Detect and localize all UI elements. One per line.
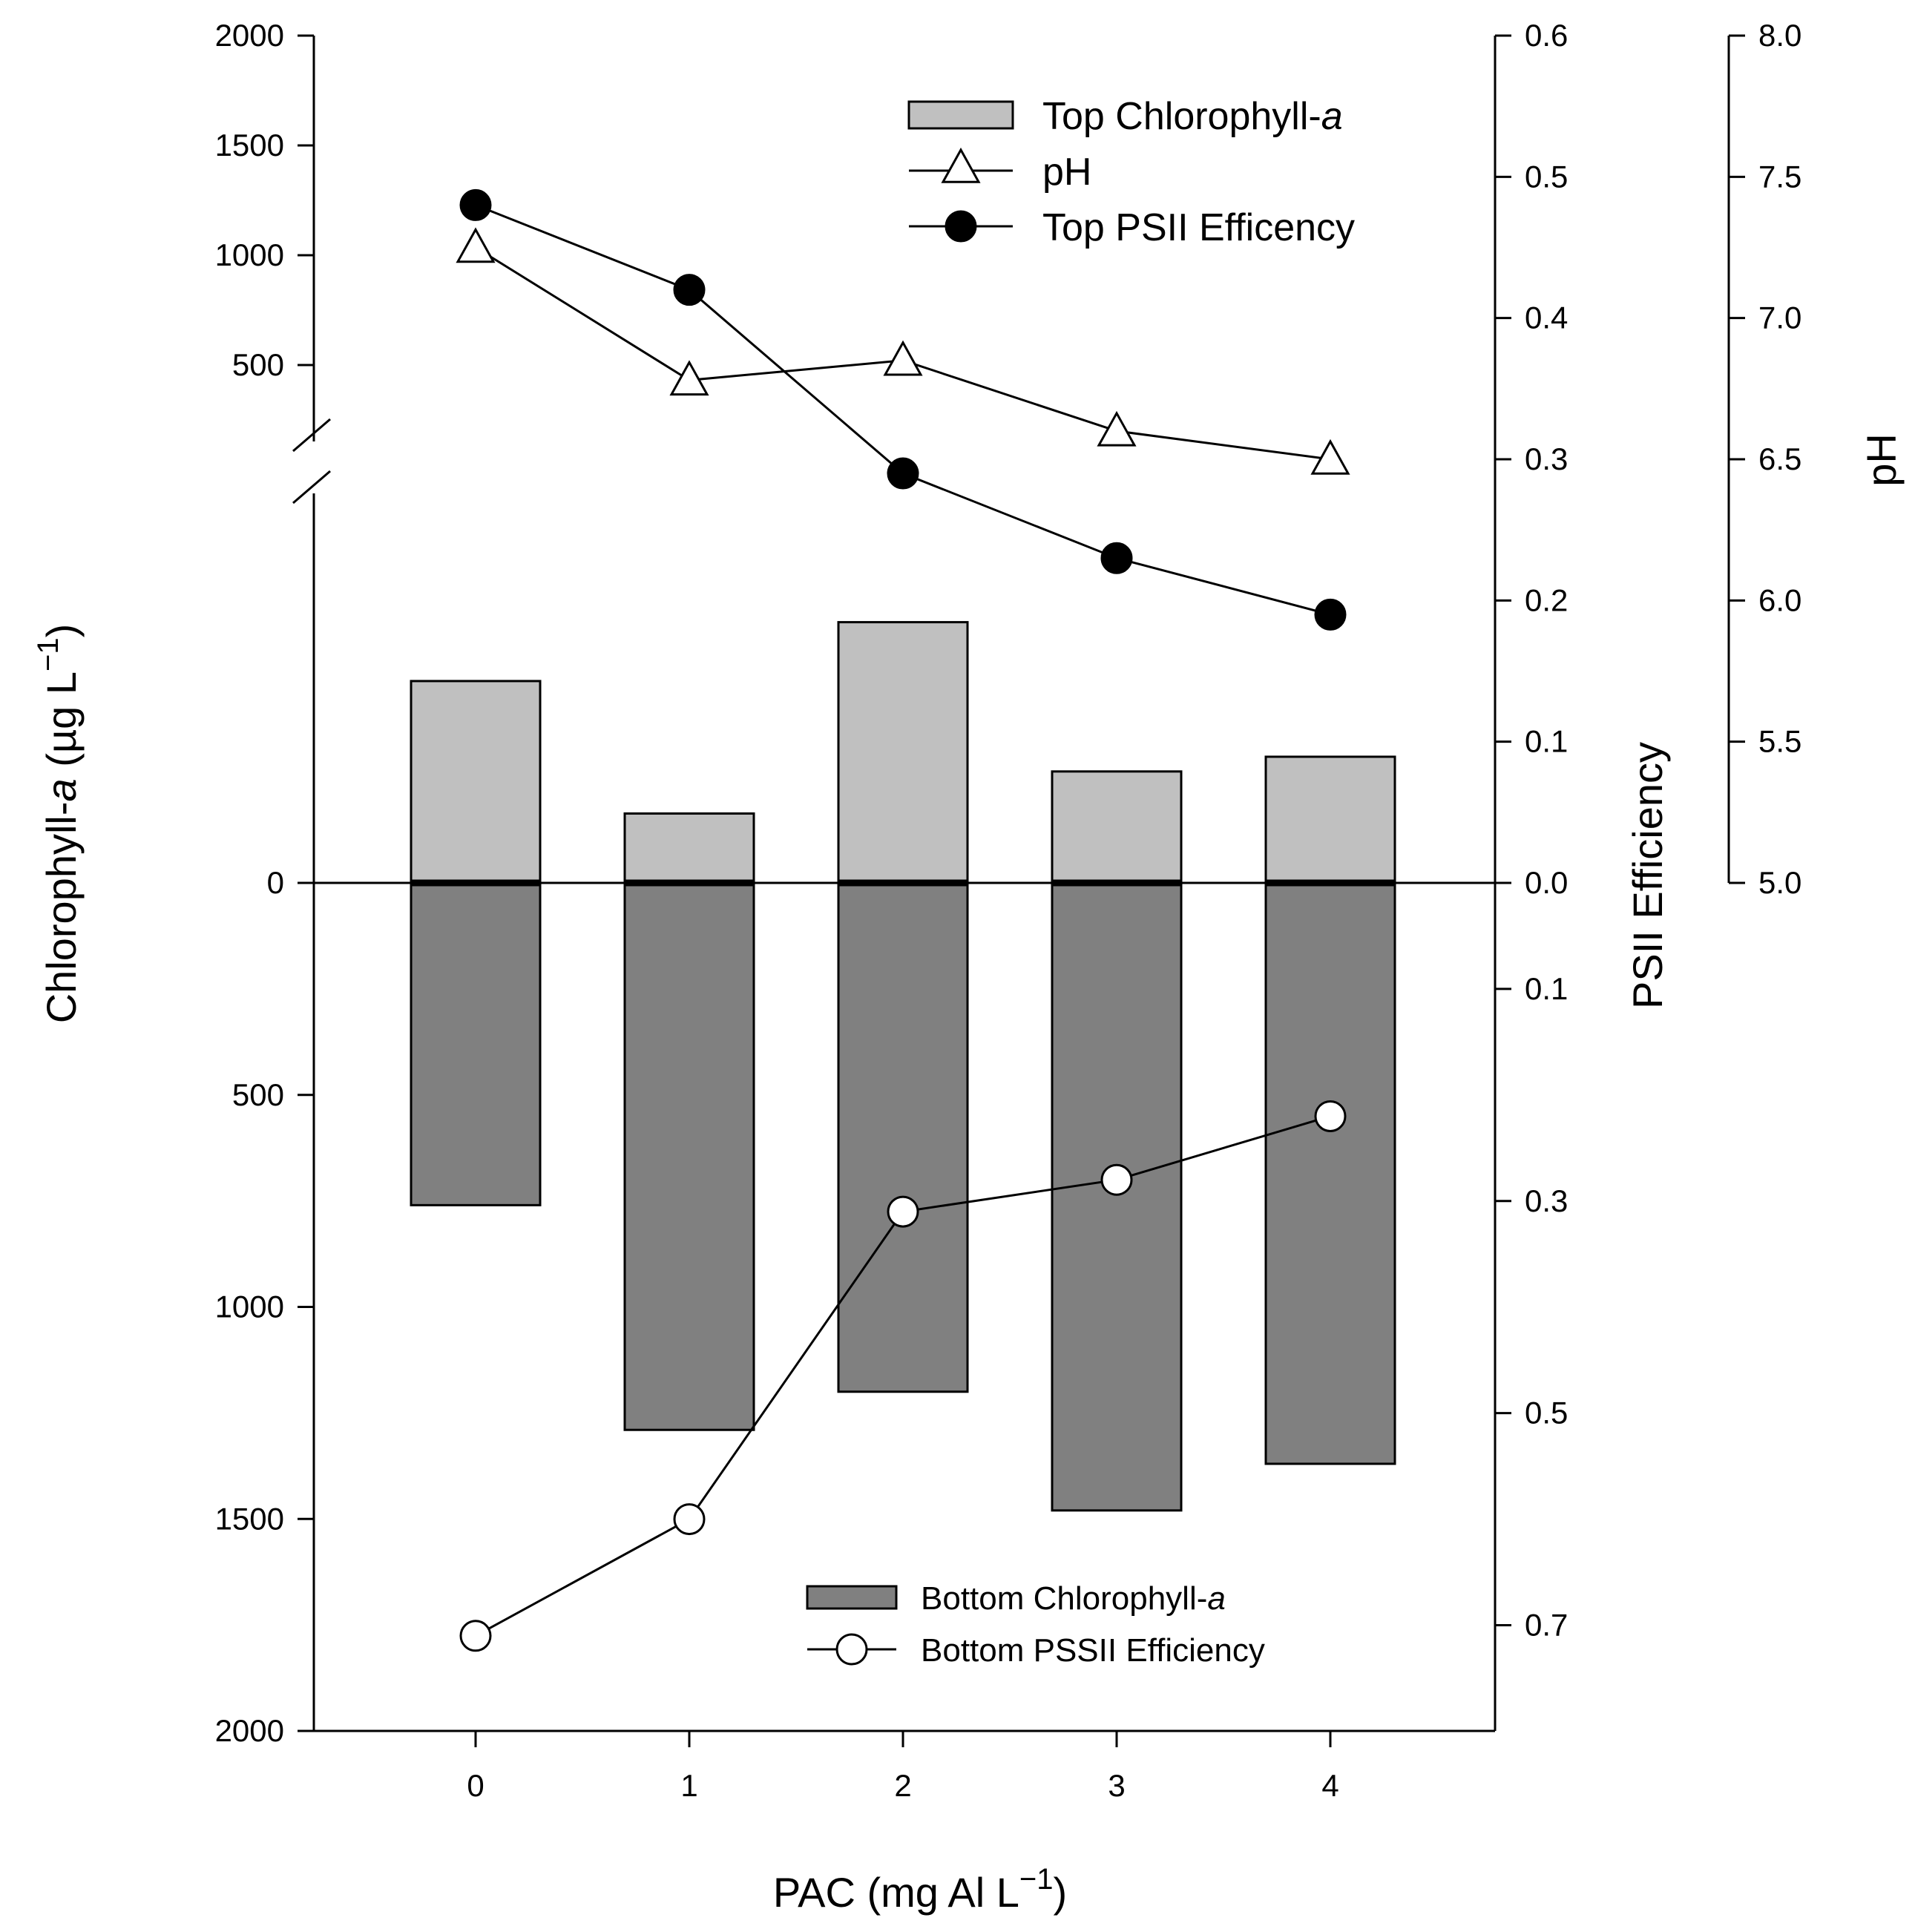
legend-bottom-chlorophyll-swatch (806, 1585, 898, 1610)
x-tick-label: 2 (894, 1768, 911, 1803)
ph-point (1310, 438, 1350, 475)
psii-tick-label-top: 0.5 (1525, 159, 1568, 194)
x-axis-title: PAC (mg Al L−1) (773, 1863, 1067, 1916)
axis-break-mark-upper (292, 418, 331, 453)
ph-point (669, 360, 709, 396)
psii-tick-label-top: 0.6 (1525, 18, 1568, 53)
ph-tick-label: 8.0 (1758, 18, 1801, 53)
axis-break-mark-lower (292, 470, 331, 505)
bottom-chlorophyll-bar (1264, 884, 1396, 1465)
ph-point (1097, 410, 1137, 447)
bottom-psii-point (1314, 1100, 1347, 1132)
legend-top-chlorophyll-label: Top Chlorophyll-a (1042, 95, 1343, 138)
top-psii-point (1314, 598, 1347, 631)
x-tick-label: 4 (1321, 1768, 1338, 1803)
axes: 500 1000 1500 2000 0 500 1000 1500 2000 0.0 0.1 0.2… (215, 18, 1802, 1803)
left-tick-label-top: 2000 (215, 18, 284, 53)
ph-tick-label: 7.0 (1758, 300, 1801, 335)
series-lines (456, 188, 1350, 1652)
x-tick-label: 3 (1108, 1768, 1125, 1803)
psii-tick-label-top: 0.3 (1525, 441, 1568, 476)
top-chlorophyll-bar (837, 621, 969, 882)
y-axis-title-left: Chlorophyll-a (µg L−1) (32, 624, 85, 1024)
ph-tick-label: 7.5 (1758, 159, 1801, 194)
left-tick-label-top: 1000 (215, 237, 284, 272)
bottom-chlorophyll-bar (410, 884, 542, 1206)
psii-tick-label-bottom: 0.3 (1525, 1183, 1568, 1218)
legend-ph-marker (941, 147, 981, 183)
top-psii-point (459, 188, 492, 221)
left-tick-label-bottom: 1500 (215, 1501, 284, 1536)
legends: Top Chlorophyll-a pH Top PSII Efficency Bot… (806, 95, 1355, 1669)
psii-tick-label-top: 0.4 (1525, 300, 1568, 335)
legend-top-psii-label: Top PSII Efficency (1042, 206, 1355, 249)
bottom-psii-point (459, 1620, 492, 1652)
bottom-chlorophyll-bar (1051, 884, 1183, 1512)
ph-point (883, 340, 923, 376)
psii-tick-label-bottom: 0.5 (1525, 1396, 1568, 1430)
left-tick-label-top: 500 (232, 347, 284, 382)
legend-ph-label: pH (1042, 151, 1091, 194)
top-chlorophyll-bar (1051, 770, 1183, 882)
y-axis-title-ph: pH (1858, 433, 1905, 487)
legend-top-psii-marker (945, 210, 977, 243)
psii-tick-label-bottom: 0.7 (1525, 1608, 1568, 1643)
bottom-psii-point (1100, 1163, 1133, 1196)
ph-tick-label: 5.0 (1758, 865, 1801, 900)
ph-tick-label: 5.5 (1758, 724, 1801, 759)
left-tick-label-bottom: 0 (267, 865, 284, 900)
left-tick-label-bottom: 2000 (215, 1713, 284, 1748)
psii-tick-label-top: 0.2 (1525, 582, 1568, 617)
bottom-chlorophyll-bar (837, 884, 969, 1393)
bars (410, 621, 1396, 1512)
x-tick-label: 1 (680, 1768, 697, 1803)
ph-point (456, 227, 496, 263)
ph-tick-label: 6.0 (1758, 582, 1801, 617)
bottom-psii-point (673, 1503, 706, 1536)
legend-bottom-psii-marker (835, 1633, 868, 1666)
axis-titles: PAC (mg Al L−1) Chlorophyll-a (µg L−1) PSI… (32, 433, 1905, 1916)
ph-tick-label: 6.5 (1758, 441, 1801, 476)
bottom-psii-point (887, 1195, 919, 1228)
x-tick-label: 0 (467, 1768, 484, 1803)
psii-tick-label-bottom: 0.1 (1525, 971, 1568, 1006)
top-psii-point (1100, 542, 1133, 574)
top-psii-point (673, 274, 706, 306)
bottom-chlorophyll-bar (623, 884, 755, 1431)
left-tick-label-bottom: 500 (232, 1077, 284, 1112)
top-chlorophyll-bar (623, 812, 755, 882)
left-tick-label-bottom: 1000 (215, 1289, 284, 1324)
legend-top-chlorophyll-swatch (907, 100, 1014, 130)
left-tick-label-top: 1500 (215, 128, 284, 162)
top-chlorophyll-bar (1264, 755, 1396, 882)
top-psii-point (887, 457, 919, 490)
y-axis-title-psii: PSII Efficiency (1624, 742, 1671, 1009)
legend-bottom-psii-label: Bottom PSSII Efficiency (921, 1632, 1265, 1669)
psii-tick-label-top: 0.1 (1525, 724, 1568, 759)
psii-tick-label-top: 0.0 (1525, 865, 1568, 900)
top-psii-line (475, 204, 1331, 616)
top-chlorophyll-bar (410, 680, 542, 882)
legend-bottom-chlorophyll-label: Bottom Chlorophyll-a (921, 1580, 1226, 1617)
